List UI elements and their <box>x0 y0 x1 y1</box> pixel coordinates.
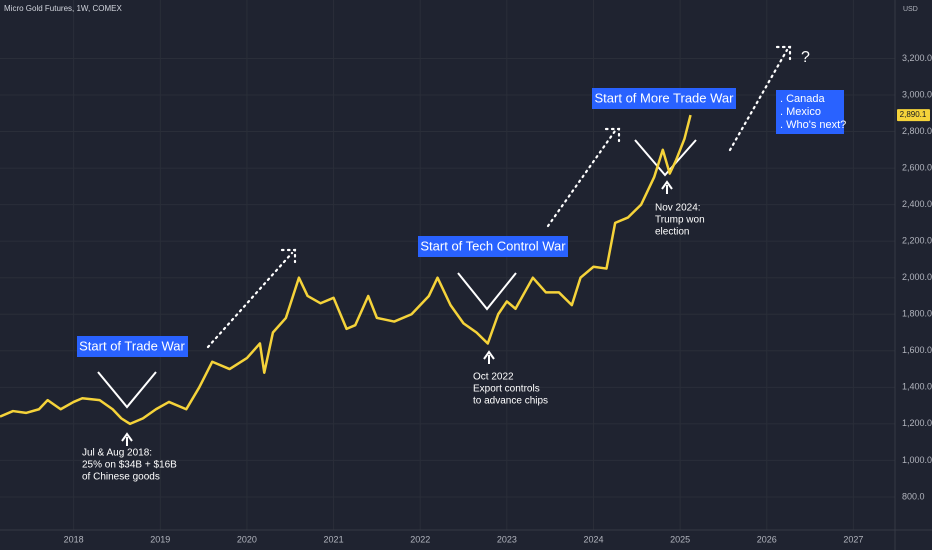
label-box <box>418 236 568 257</box>
annotation: . Mexico <box>780 106 821 118</box>
note: Jul & Aug 2018: <box>82 448 152 459</box>
y-tick-label: 800.0 <box>902 491 925 501</box>
label-box <box>776 90 844 134</box>
y-tick-label: 1,200.0 <box>902 418 932 428</box>
label-box <box>592 88 736 109</box>
note: to advance chips <box>473 396 548 407</box>
x-tick-label: 2026 <box>757 534 777 544</box>
dotted-arrow-head <box>280 248 297 264</box>
y-tick-label: 2,600.0 <box>902 162 932 172</box>
note: Oct 2022 <box>473 372 514 383</box>
y-tick-label: 1,600.0 <box>902 345 932 355</box>
note: of Chinese goods <box>82 472 160 483</box>
x-tick-label: 2024 <box>583 534 603 544</box>
up-arrow <box>483 350 495 364</box>
x-tick-label: 2023 <box>497 534 517 544</box>
x-tick-label: 2021 <box>324 534 344 544</box>
note: Nov 2024: <box>655 203 701 214</box>
v-shape <box>97 371 157 409</box>
y-tick-label: 2,800.0 <box>902 126 932 136</box>
price-line <box>0 114 692 426</box>
note: Export controls <box>473 384 540 395</box>
dotted-arrow <box>546 129 617 228</box>
annotation: Start of Tech Control War <box>420 238 566 253</box>
y-tick-label: 3,000.0 <box>902 89 932 99</box>
x-tick-label: 2019 <box>150 534 170 544</box>
x-tick-label: 2018 <box>64 534 84 544</box>
y-tick-label: 1,800.0 <box>902 309 932 319</box>
annotation: ? <box>801 49 810 66</box>
note: election <box>655 227 689 238</box>
dotted-arrow-head <box>604 127 621 143</box>
price-tag-label: 2,890.1 <box>900 110 927 119</box>
annotation: . Canada <box>780 93 826 105</box>
note: 25% on $34B + $16B <box>82 460 177 471</box>
annotation: . Who's next? <box>780 119 846 131</box>
y-tick-label: 2,400.0 <box>902 199 932 209</box>
up-arrow <box>661 180 673 194</box>
annotation: Start of Trade War <box>79 338 185 353</box>
note: Trump won <box>655 215 705 226</box>
up-arrow <box>121 432 133 446</box>
y-tick-label: 2,200.0 <box>902 236 932 246</box>
x-tick-label: 2020 <box>237 534 257 544</box>
y-tick-label: 1,400.0 <box>902 382 932 392</box>
currency: USD <box>903 6 918 13</box>
v-shape <box>634 139 697 177</box>
price-tag <box>897 109 930 122</box>
grid <box>0 0 895 530</box>
dotted-arrow-head <box>775 45 792 61</box>
x-tick-label: 2022 <box>410 534 430 544</box>
x-tick-label: 2027 <box>843 534 863 544</box>
y-tick-label: 3,200.0 <box>902 53 932 63</box>
chart-title: Micro Gold Futures, 1W, COMEX <box>4 4 122 13</box>
y-tick-label: 2,000.0 <box>902 272 932 282</box>
dotted-arrow <box>728 48 789 152</box>
y-tick-label: 1,000.0 <box>902 455 932 465</box>
x-tick-label: 2025 <box>670 534 690 544</box>
annotation: Start of More Trade War <box>595 90 735 105</box>
v-shape <box>457 272 517 311</box>
label-box <box>77 336 188 357</box>
